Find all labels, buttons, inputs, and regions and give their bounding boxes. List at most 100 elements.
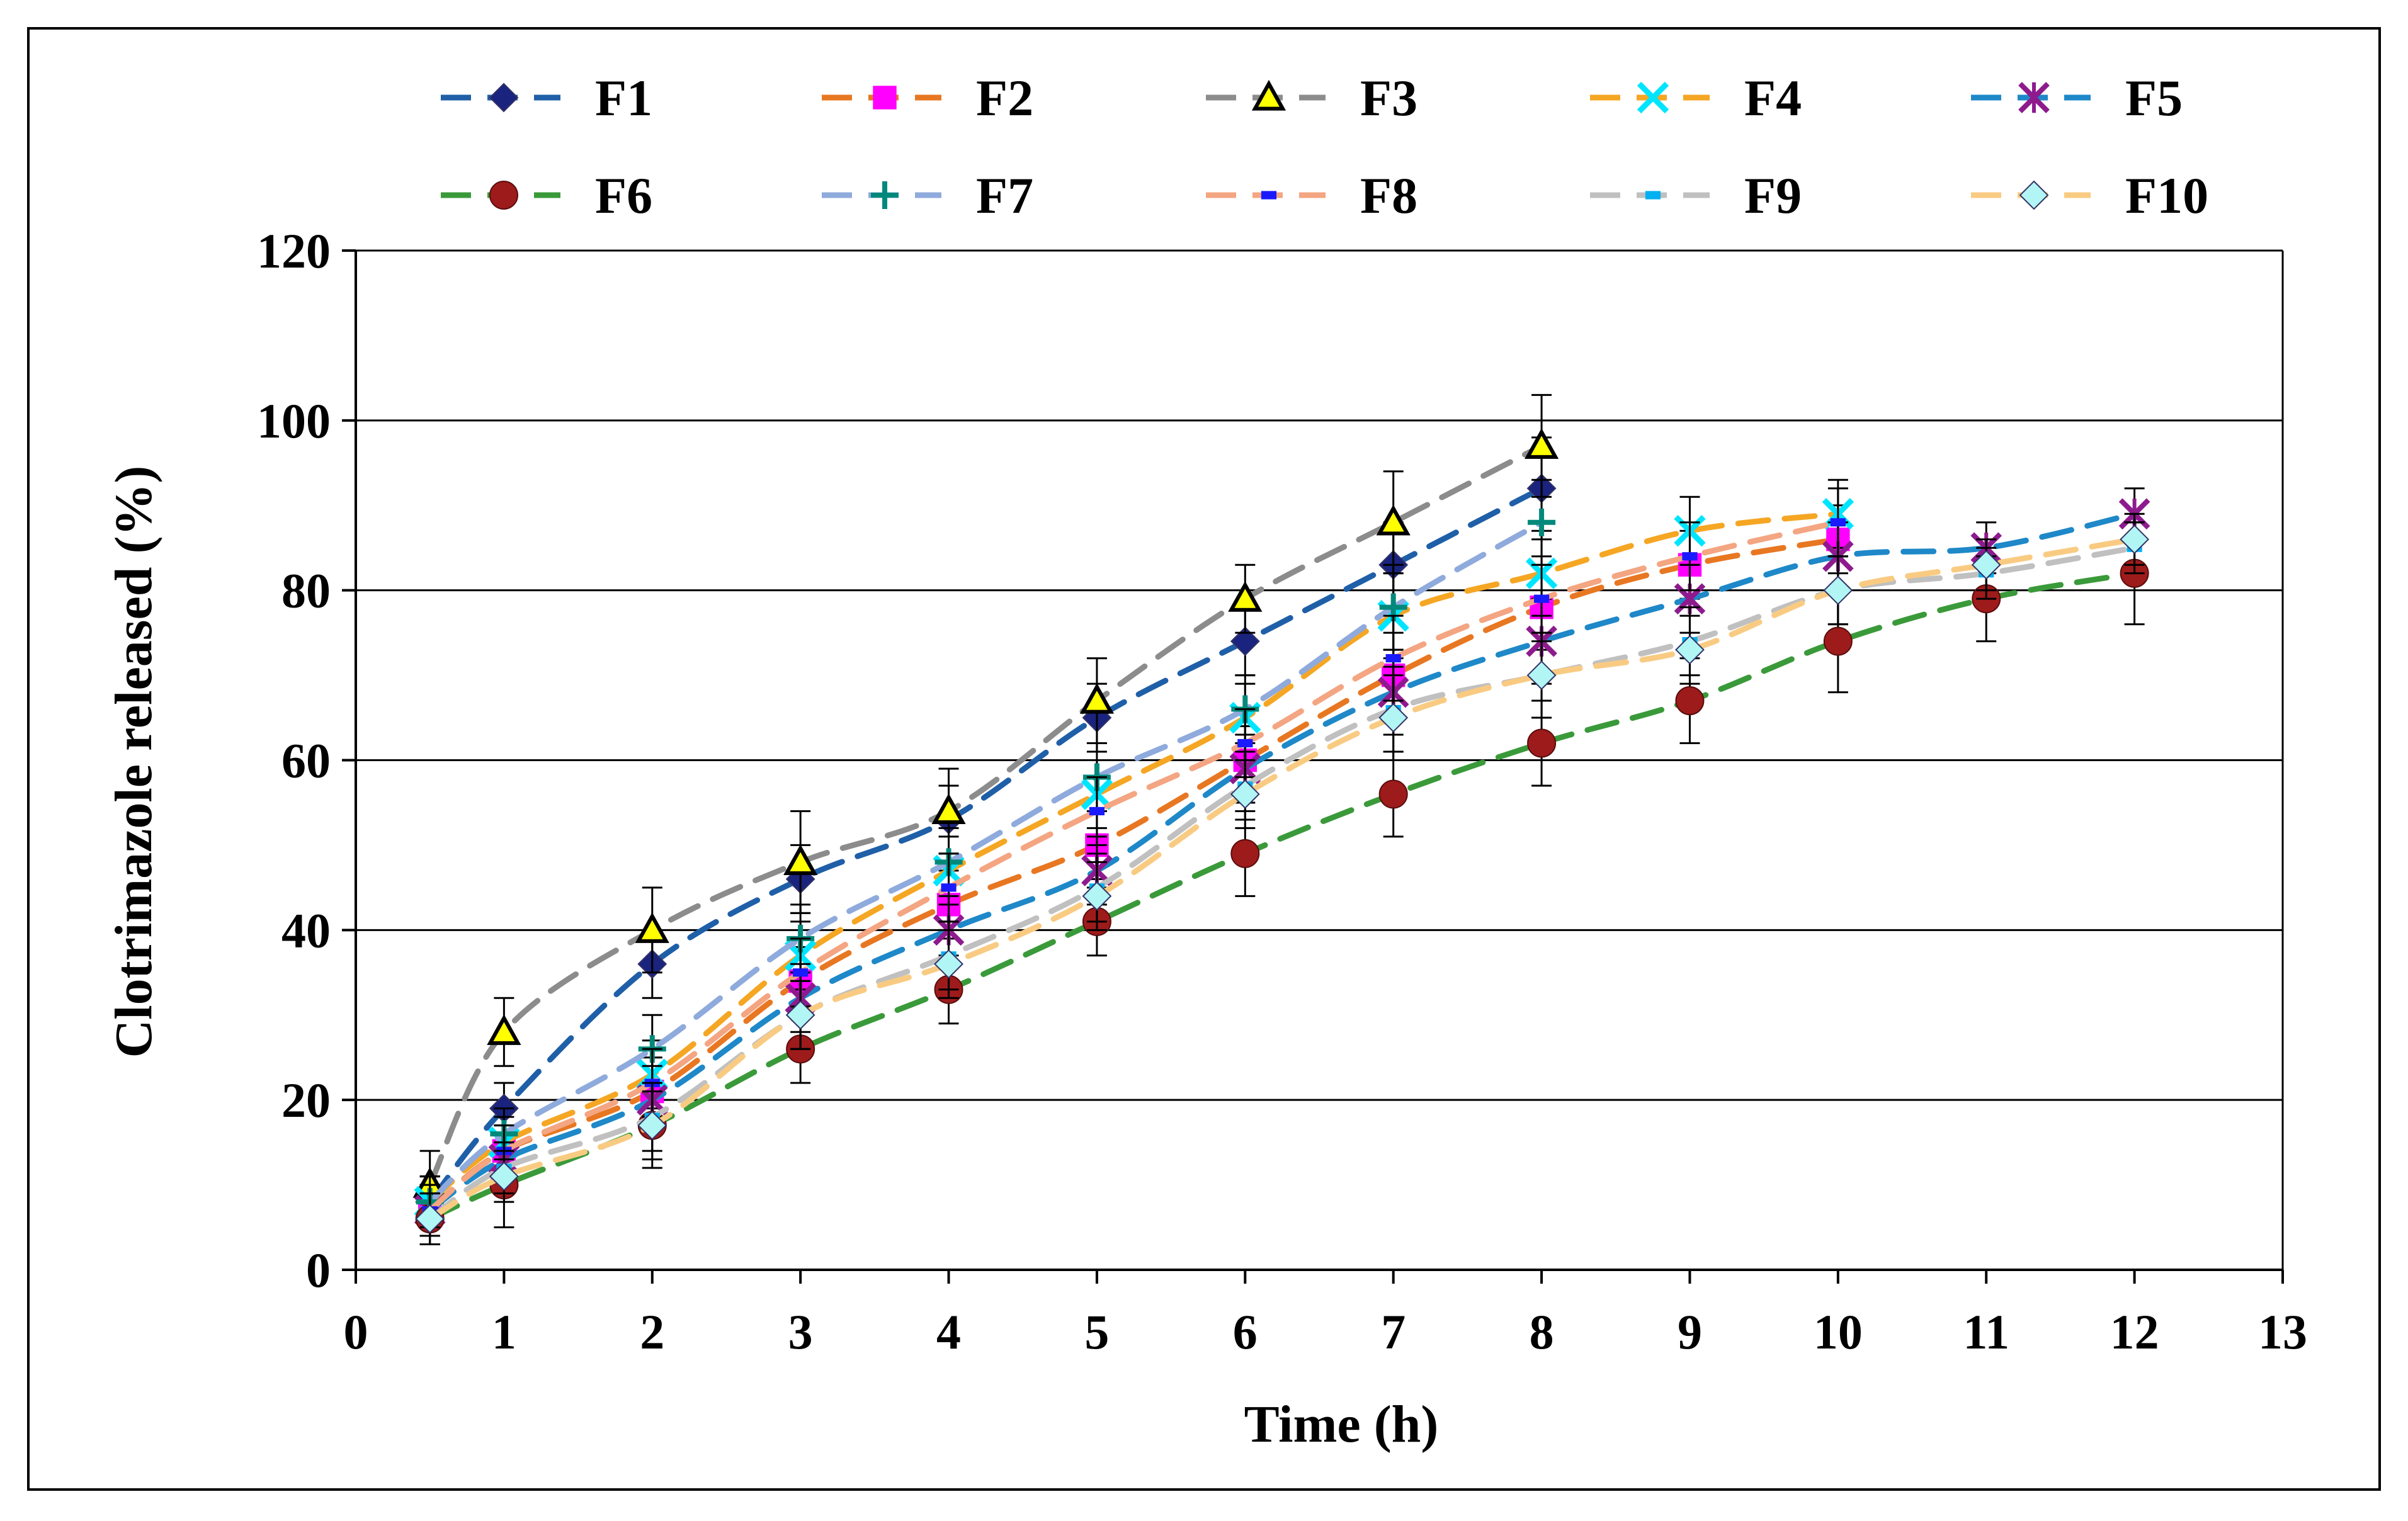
x-tick-label: 11 xyxy=(1963,1304,2009,1359)
data-point xyxy=(1082,881,1112,911)
data-point xyxy=(1533,594,1550,603)
series-line-F4 xyxy=(427,511,1841,1205)
y-tick-label: 120 xyxy=(257,223,331,278)
y-tick-label: 20 xyxy=(281,1073,331,1128)
x-tick-label: 1 xyxy=(492,1304,516,1359)
legend-marker xyxy=(873,86,897,110)
data-point xyxy=(487,1014,521,1045)
x-tick-label: 4 xyxy=(936,1304,961,1359)
x-tick-label: 7 xyxy=(1381,1304,1406,1359)
data-point xyxy=(1971,550,2001,580)
legend-label: F6 xyxy=(595,167,652,224)
legend-item-F7: F7 xyxy=(822,167,1033,224)
x-tick-label: 2 xyxy=(640,1304,664,1359)
data-point xyxy=(1228,580,1263,612)
y-tick-label: 60 xyxy=(281,733,331,788)
data-point xyxy=(941,883,957,892)
legend-marker xyxy=(1637,81,1669,114)
series-line-F8 xyxy=(427,519,1841,1214)
figure-border xyxy=(27,27,2381,1491)
legend-label: F2 xyxy=(976,69,1033,127)
y-tick-label: 80 xyxy=(281,563,331,618)
legend-item-F6: F6 xyxy=(441,167,652,224)
legend-item-F1: F1 xyxy=(441,69,652,127)
legend-item-F2: F2 xyxy=(822,69,1033,127)
data-point xyxy=(1230,626,1260,657)
x-tick-label: 5 xyxy=(1084,1304,1109,1359)
data-point xyxy=(1526,660,1557,690)
legend-item-F5: F5 xyxy=(1971,69,2183,127)
data-point xyxy=(637,1111,667,1141)
x-tick-label: 9 xyxy=(1678,1304,1702,1359)
data-point xyxy=(635,912,669,943)
x-tick-label: 10 xyxy=(1814,1304,1863,1359)
data-point xyxy=(1830,518,1846,527)
x-tick-label: 3 xyxy=(788,1304,813,1359)
legend-marker xyxy=(489,181,518,210)
data-point xyxy=(1237,738,1253,748)
legend-marker xyxy=(2019,180,2049,210)
legend-label: F1 xyxy=(595,69,652,127)
legend: F1 F2 F3 F4 F5 F6 F7 F8 F9 F10 xyxy=(441,69,2208,224)
legend-label: F10 xyxy=(2125,167,2208,224)
legend-item-F8: F8 xyxy=(1206,167,1417,224)
y-tick-label: 100 xyxy=(257,393,331,448)
legend-item-F9: F9 xyxy=(1590,167,1802,224)
legend-item-F10: F10 xyxy=(1971,167,2208,224)
x-tick-label: 13 xyxy=(2258,1304,2307,1359)
legend-label: F5 xyxy=(2125,69,2183,127)
legend-label: F8 xyxy=(1360,167,1417,224)
data-point xyxy=(1089,806,1105,816)
legend-marker xyxy=(2018,82,2050,113)
gridlines xyxy=(356,249,2283,1101)
data-point xyxy=(415,1204,445,1234)
series-group xyxy=(412,393,2150,1246)
data-point xyxy=(1524,428,1559,459)
series-F3 xyxy=(412,393,1559,1220)
data-point xyxy=(489,1162,519,1192)
data-point xyxy=(1823,626,1853,656)
data-point xyxy=(1823,575,1853,606)
legend-marker xyxy=(489,82,519,113)
x-tick-label: 12 xyxy=(2110,1304,2159,1359)
data-point xyxy=(1230,839,1260,868)
data-point xyxy=(1527,728,1557,758)
data-point xyxy=(1376,504,1411,536)
legend-label: F3 xyxy=(1360,69,1417,127)
series-F10 xyxy=(415,512,2150,1246)
data-point xyxy=(1385,654,1401,663)
data-point xyxy=(1675,635,1705,665)
data-point xyxy=(1378,779,1408,809)
data-point xyxy=(783,844,818,875)
data-point xyxy=(1528,508,1556,536)
legend-marker xyxy=(1645,191,1661,200)
data-point xyxy=(934,949,963,979)
data-point xyxy=(1378,703,1409,733)
data-point xyxy=(1079,682,1115,714)
legend-item-F4: F4 xyxy=(1590,69,1802,127)
data-point xyxy=(2120,524,2150,555)
x-tick-label: 6 xyxy=(1233,1304,1258,1359)
x-axis-label: Time (h) xyxy=(1244,1395,1439,1454)
y-axis-label: Clotrimazole released (%) xyxy=(105,466,163,1058)
legend-label: F7 xyxy=(976,167,1033,224)
x-tick-label: 8 xyxy=(1530,1304,1554,1359)
data-point xyxy=(1682,552,1698,561)
legend-marker xyxy=(871,181,899,209)
legend-marker xyxy=(1261,191,1277,200)
data-point xyxy=(1675,686,1705,716)
legend-item-F3: F3 xyxy=(1206,69,1417,127)
data-point xyxy=(793,968,809,977)
data-point xyxy=(785,1000,815,1030)
data-point xyxy=(1230,779,1260,809)
legend-label: F4 xyxy=(1744,69,1802,127)
y-tick-label: 0 xyxy=(306,1243,331,1298)
legend-label: F9 xyxy=(1744,167,1802,224)
legend-marker xyxy=(1251,79,1286,111)
data-point xyxy=(931,793,966,825)
y-tick-label: 40 xyxy=(281,903,331,958)
x-tick-label: 0 xyxy=(344,1304,368,1359)
